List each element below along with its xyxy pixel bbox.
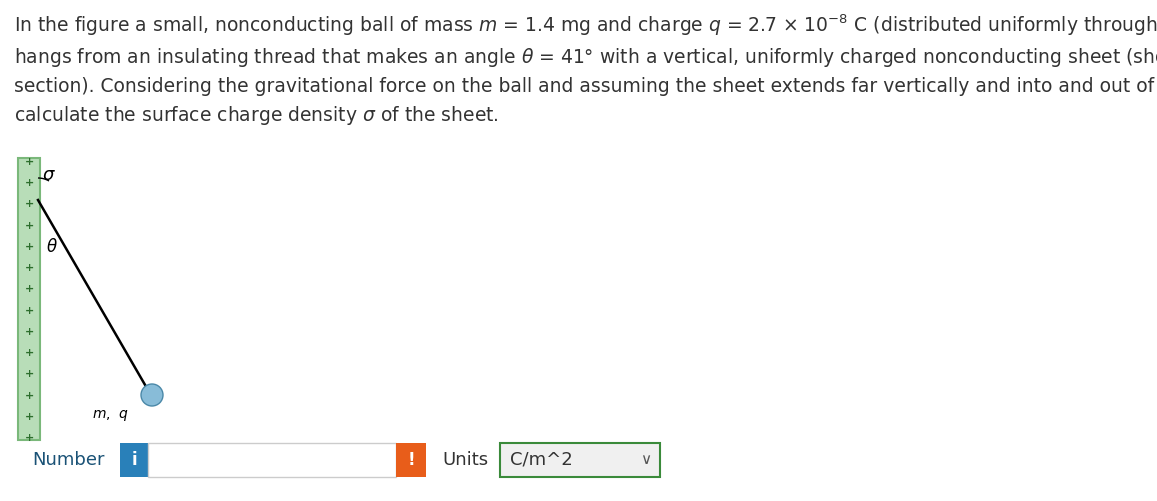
Text: +: + xyxy=(24,263,34,273)
Text: +: + xyxy=(24,327,34,337)
Text: +: + xyxy=(24,433,34,443)
Text: $\theta$: $\theta$ xyxy=(46,238,58,256)
Text: $\it{m}$,  $\it{q}$: $\it{m}$, $\it{q}$ xyxy=(93,408,130,423)
Text: +: + xyxy=(24,178,34,188)
Bar xyxy=(120,443,148,477)
Text: In the figure a small, nonconducting ball of mass $\it{m}$ = 1.4 mg and charge $: In the figure a small, nonconducting bal… xyxy=(14,12,1157,127)
Text: ∨: ∨ xyxy=(641,452,651,467)
Text: +: + xyxy=(24,199,34,209)
Text: $\sigma$: $\sigma$ xyxy=(42,166,56,184)
Text: +: + xyxy=(24,412,34,422)
Text: +: + xyxy=(24,348,34,358)
Circle shape xyxy=(141,384,163,406)
Text: +: + xyxy=(24,221,34,230)
Text: +: + xyxy=(24,306,34,316)
Text: Units: Units xyxy=(442,451,488,469)
Bar xyxy=(500,443,659,477)
Text: +: + xyxy=(24,391,34,400)
Text: C/m^2: C/m^2 xyxy=(510,451,573,469)
Text: +: + xyxy=(24,369,34,379)
Text: +: + xyxy=(24,285,34,295)
Bar xyxy=(19,158,40,440)
Bar xyxy=(396,443,426,477)
Text: Number: Number xyxy=(32,451,104,469)
Bar xyxy=(148,443,396,477)
Text: +: + xyxy=(24,157,34,167)
Text: !: ! xyxy=(407,451,415,469)
Text: +: + xyxy=(24,242,34,252)
Text: i: i xyxy=(131,451,137,469)
